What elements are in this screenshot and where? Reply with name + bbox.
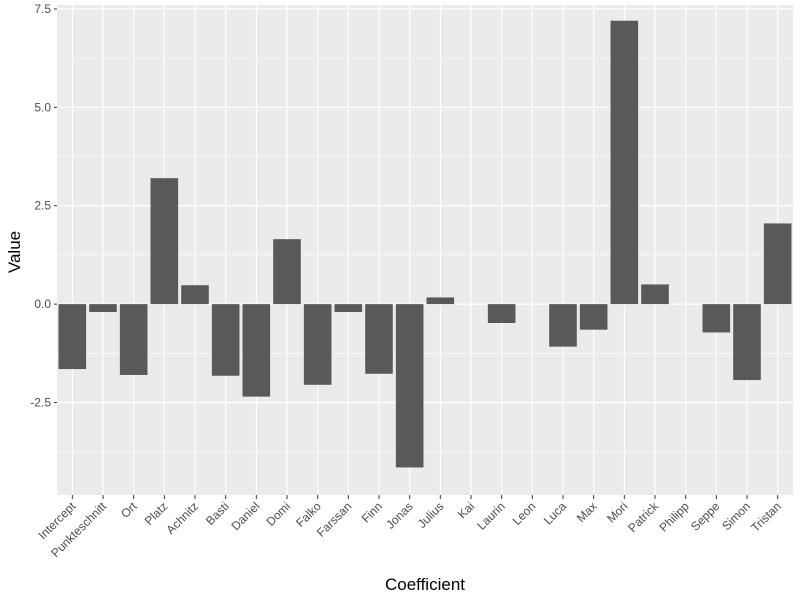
bar-falko [303, 304, 332, 385]
bar-patrick [641, 284, 669, 305]
y-tick-label: 5.0 [34, 100, 51, 114]
bar-basti [211, 304, 240, 376]
grid-minor [57, 57, 793, 453]
bar-platz [150, 178, 179, 305]
bar-domi [273, 239, 301, 305]
y-tick-label: -2.5 [30, 396, 51, 410]
bar-laurin [487, 304, 516, 324]
bar-julius [426, 297, 455, 305]
bar-ort [119, 304, 148, 375]
bar-daniel [242, 304, 271, 397]
plot-panel [57, 5, 793, 495]
bar-mori [610, 20, 639, 305]
bars [58, 20, 792, 468]
bar-finn [365, 304, 393, 374]
bar-luca [549, 304, 577, 347]
bar-max [579, 304, 608, 330]
bar-punkteschnitt [89, 304, 117, 312]
y-axis-title: Value [5, 231, 24, 273]
bar-achnitz [181, 285, 209, 305]
bar-intercept [58, 304, 87, 370]
y-tick-label: 0.0 [34, 297, 51, 311]
y-axis: -2.5 0.0 2.5 5.0 7.5 [30, 2, 57, 410]
bar-seppe [702, 304, 731, 333]
y-tick-label: 2.5 [34, 199, 51, 213]
bar-simon [733, 304, 761, 381]
grid-major [57, 5, 793, 495]
bar-farssan [334, 304, 363, 312]
y-tick-label: 7.5 [34, 2, 51, 16]
bar-jonas [395, 304, 424, 468]
bar-tristan [763, 223, 792, 305]
x-axis-title: Coefficient [385, 575, 465, 594]
